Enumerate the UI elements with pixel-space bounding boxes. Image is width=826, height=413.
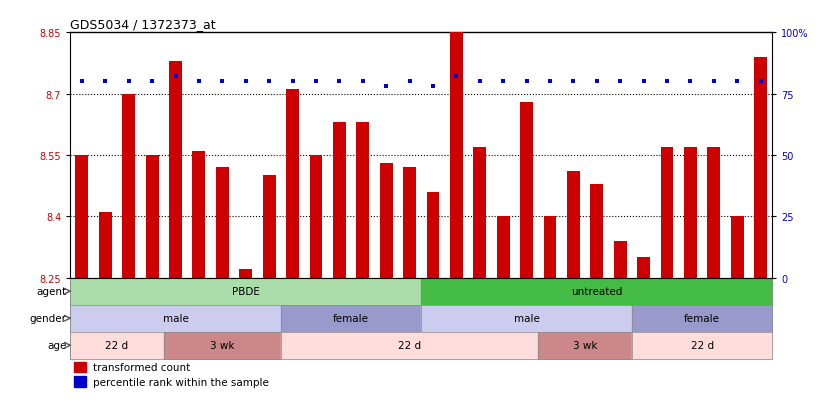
Bar bbox=[356, 123, 369, 278]
Text: agent: agent bbox=[36, 287, 67, 297]
Bar bbox=[591, 184, 603, 278]
Point bbox=[473, 79, 487, 85]
Point bbox=[216, 79, 229, 85]
Bar bbox=[403, 168, 416, 278]
Text: male: male bbox=[514, 313, 539, 323]
Point bbox=[449, 74, 463, 81]
Text: transformed count: transformed count bbox=[93, 362, 190, 372]
Text: female: female bbox=[684, 313, 720, 323]
Bar bbox=[99, 213, 112, 278]
Point bbox=[660, 79, 673, 85]
Bar bbox=[731, 217, 743, 278]
Point bbox=[263, 79, 276, 85]
Bar bbox=[333, 123, 346, 278]
Bar bbox=[310, 156, 322, 278]
Text: 22 d: 22 d bbox=[398, 340, 421, 350]
Text: 3 wk: 3 wk bbox=[210, 340, 235, 350]
Point bbox=[286, 79, 299, 85]
Bar bbox=[169, 62, 182, 278]
Bar bbox=[240, 270, 252, 278]
Bar bbox=[216, 168, 229, 278]
Bar bbox=[192, 152, 206, 278]
Text: male: male bbox=[163, 313, 188, 323]
Bar bbox=[286, 90, 299, 278]
Point bbox=[333, 79, 346, 85]
Bar bbox=[496, 217, 510, 278]
Point bbox=[520, 79, 534, 85]
Point bbox=[75, 79, 88, 85]
Text: PBDE: PBDE bbox=[232, 287, 259, 297]
Point bbox=[754, 79, 767, 85]
Point bbox=[730, 79, 743, 85]
Point bbox=[309, 79, 322, 85]
Bar bbox=[74, 362, 87, 372]
Point bbox=[590, 79, 603, 85]
Text: 22 d: 22 d bbox=[691, 340, 714, 350]
Text: percentile rank within the sample: percentile rank within the sample bbox=[93, 377, 268, 387]
Point bbox=[99, 79, 112, 85]
Point bbox=[192, 79, 206, 85]
Bar bbox=[520, 102, 533, 278]
Point bbox=[145, 79, 159, 85]
Text: female: female bbox=[333, 313, 369, 323]
Point bbox=[169, 74, 183, 81]
Bar bbox=[637, 258, 650, 278]
Point bbox=[380, 83, 393, 90]
Point bbox=[637, 79, 650, 85]
Bar bbox=[426, 192, 439, 278]
Bar bbox=[263, 176, 276, 278]
Bar bbox=[473, 147, 487, 278]
Bar bbox=[707, 147, 720, 278]
Bar bbox=[380, 164, 392, 278]
Text: gender: gender bbox=[30, 313, 67, 323]
Point bbox=[707, 79, 720, 85]
Bar bbox=[754, 57, 767, 278]
Point bbox=[403, 79, 416, 85]
Text: 3 wk: 3 wk bbox=[573, 340, 597, 350]
Point bbox=[426, 83, 439, 90]
Bar bbox=[145, 156, 159, 278]
Bar bbox=[544, 217, 557, 278]
Bar bbox=[75, 156, 88, 278]
Text: GDS5034 / 1372373_at: GDS5034 / 1372373_at bbox=[70, 17, 216, 31]
Bar bbox=[684, 147, 697, 278]
Bar bbox=[614, 241, 627, 278]
Bar bbox=[74, 377, 87, 387]
Point bbox=[544, 79, 557, 85]
Bar bbox=[450, 33, 463, 278]
Text: age: age bbox=[47, 340, 67, 350]
Point bbox=[122, 79, 135, 85]
Bar bbox=[567, 172, 580, 278]
Point bbox=[614, 79, 627, 85]
Point bbox=[240, 79, 253, 85]
Point bbox=[684, 79, 697, 85]
Point bbox=[496, 79, 510, 85]
Point bbox=[356, 79, 369, 85]
Bar bbox=[661, 147, 673, 278]
Text: untreated: untreated bbox=[571, 287, 623, 297]
Bar bbox=[122, 94, 135, 278]
Point bbox=[567, 79, 580, 85]
Text: 22 d: 22 d bbox=[106, 340, 129, 350]
